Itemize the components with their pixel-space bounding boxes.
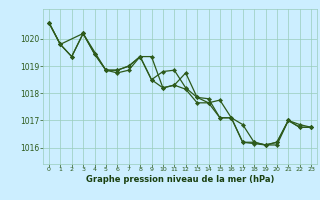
X-axis label: Graphe pression niveau de la mer (hPa): Graphe pression niveau de la mer (hPa) (86, 175, 274, 184)
